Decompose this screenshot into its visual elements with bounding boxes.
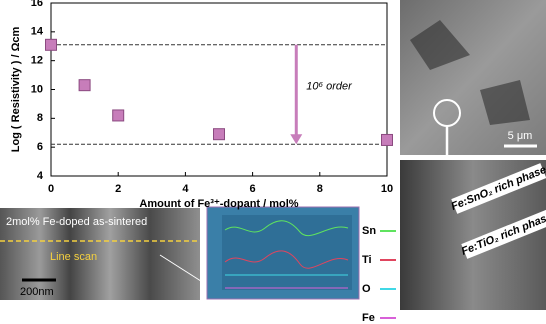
y-tick-label: 12 [31, 55, 43, 67]
marker [79, 80, 90, 91]
annotation-arrow-head [290, 134, 302, 144]
marker [214, 129, 225, 140]
element-label: Fe [362, 312, 375, 324]
y-tick-label: 6 [37, 141, 43, 153]
element-label: Ti [362, 254, 372, 266]
annotation: 10⁶ order [306, 80, 353, 92]
y-tick-label: 16 [31, 0, 43, 9]
sem-scale-label: 5 μm [508, 130, 533, 142]
stem-scale-label: 200nm [20, 286, 54, 298]
stem-title: 2mol% Fe-doped as-sintered [6, 216, 147, 228]
x-axis-label: Amount of Fe³⁺-dopant / mol% [139, 198, 298, 210]
line-scan-label: Line scan [50, 251, 97, 263]
marker [382, 134, 393, 145]
marker [113, 110, 124, 121]
y-axis-label: Log ( Resistivity ) / Ωcm [10, 27, 22, 153]
x-tick-label: 0 [48, 183, 54, 195]
y-tick-label: 8 [37, 112, 43, 124]
element-label: Sn [362, 225, 376, 237]
y-tick-label: 14 [31, 26, 44, 38]
x-tick-label: 6 [250, 183, 256, 195]
marker [46, 39, 57, 50]
element-label: O [362, 283, 371, 295]
x-tick-label: 2 [115, 183, 121, 195]
figure: 5 μm Fe:SnO₂ rich phase Fe:TiO₂ rich pha… [0, 0, 546, 324]
x-tick-label: 8 [317, 183, 323, 195]
x-tick-label: 4 [182, 183, 189, 195]
y-tick-label: 4 [37, 170, 44, 182]
y-tick-label: 10 [31, 83, 43, 95]
x-tick-label: 10 [381, 183, 393, 195]
